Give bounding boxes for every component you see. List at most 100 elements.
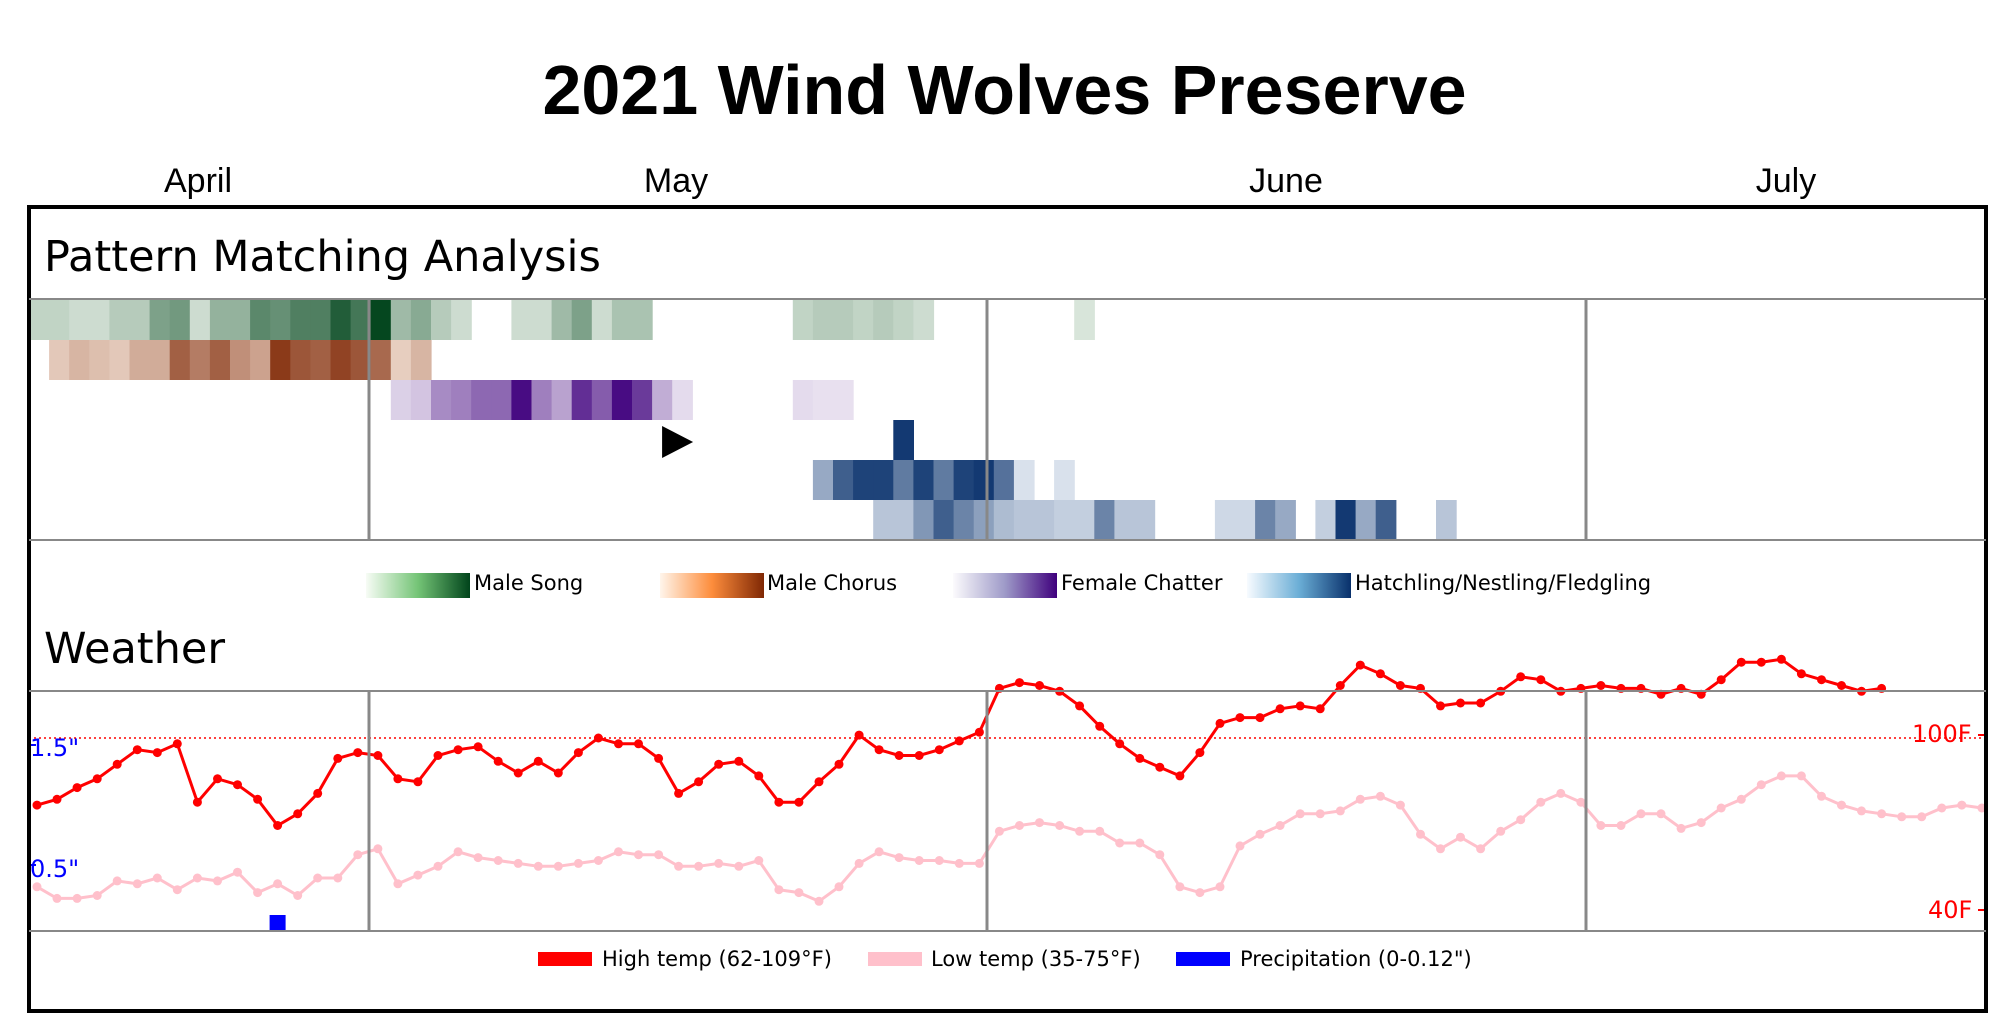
heatmap-cell: [591, 380, 613, 420]
high-temp-point: [1796, 669, 1806, 679]
low-temp-point: [393, 879, 403, 889]
low-temp-point: [92, 891, 102, 900]
heatmap-cell: [993, 500, 1015, 540]
heatmap-cell: [230, 340, 251, 380]
high-temp-point: [52, 794, 62, 804]
low-temp-point: [894, 853, 904, 863]
high-temp-point: [333, 753, 343, 763]
low-temp-point: [1817, 791, 1826, 801]
low-temp-point: [614, 847, 623, 857]
left-axis-label-high: 1.5": [30, 734, 80, 762]
heatmap-cell: [350, 300, 372, 340]
low-temp-point: [1055, 821, 1065, 830]
heatmap-cell: [1375, 500, 1397, 540]
low-temp-point: [253, 888, 263, 898]
low-temp-point: [1135, 838, 1145, 848]
high-temp-point: [894, 751, 904, 760]
low-temp-point: [1335, 806, 1345, 816]
heatmap-cell: [551, 380, 573, 420]
heatmap-cell: [410, 340, 432, 380]
heatmap-cell: [431, 300, 452, 340]
low-temp-point: [1456, 832, 1465, 842]
high-temp-point: [293, 809, 303, 819]
heatmap-cell: [933, 500, 955, 540]
low-temp-point: [1576, 797, 1586, 807]
heatmap-cell: [792, 380, 814, 420]
heatmap-cell: [49, 340, 70, 380]
high-temp-point: [573, 748, 583, 758]
heatmap-cell: [109, 300, 131, 340]
heatmap-cell: [129, 300, 151, 340]
heatmap-cell: [1315, 500, 1337, 540]
low-temp-point: [1937, 803, 1947, 813]
outer-frame: [27, 205, 1988, 1013]
high-temp-point: [192, 797, 202, 807]
heatmap-cell: [330, 300, 352, 340]
heatmap-cell: [571, 300, 593, 340]
heatmap-cell: [471, 380, 492, 420]
heatmap-cell: [853, 300, 874, 340]
high-temp-point: [674, 788, 684, 798]
pattern-heatmap: [29, 300, 1457, 540]
left-axis-label-low: 0.5": [30, 855, 80, 883]
high-temp-point: [152, 748, 162, 758]
heatmap-cell: [1335, 500, 1357, 540]
low-temp-point: [413, 870, 423, 880]
high-temp-point: [393, 774, 403, 784]
high-temp-point: [954, 736, 964, 746]
high-temp-point: [1355, 660, 1365, 670]
low-temp-point: [213, 876, 222, 886]
heatmap-cell: [893, 460, 914, 500]
low-temp-point: [1957, 800, 1967, 810]
high-temp-point: [1696, 689, 1706, 699]
high-temp-point: [1295, 701, 1305, 711]
low-temp-point: [1095, 826, 1105, 836]
high-temp-point: [413, 777, 423, 787]
low-temp-point: [453, 847, 463, 857]
heatmap-cell: [812, 380, 834, 420]
heatmap-cell: [933, 460, 955, 500]
heatmap-cell: [511, 380, 533, 420]
high-temp-point: [1837, 681, 1846, 690]
low-temp-point: [273, 879, 283, 889]
nesting-marker-triangle: [662, 426, 694, 458]
high-temp-point: [1756, 657, 1766, 667]
heatmap-cell: [1214, 500, 1236, 540]
heatmap-cell: [893, 500, 914, 540]
high-temp-point: [1075, 701, 1085, 711]
heatmap-cell: [491, 380, 512, 420]
high-temp-point: [854, 730, 864, 740]
low-temp-point: [814, 896, 824, 906]
high-temp-point: [1395, 681, 1405, 690]
low-temp-point: [1195, 888, 1205, 898]
low-temp-point: [192, 873, 202, 883]
heatmap-cell: [1114, 500, 1136, 540]
heatmap-cell: [1074, 500, 1095, 540]
legend-label-female-chatter: Female Chatter: [1061, 571, 1223, 595]
low-temp-point: [233, 867, 242, 877]
high-temp-point: [794, 797, 804, 807]
low-temp-point: [974, 858, 984, 868]
heatmap-cell: [109, 340, 131, 380]
low-temp-point: [1215, 882, 1225, 892]
low-temp-point: [1696, 818, 1706, 828]
high-temp-point: [533, 756, 543, 766]
heatmap-cell: [390, 380, 412, 420]
high-temp-point: [1456, 698, 1465, 708]
heatmap-cell: [1255, 500, 1276, 540]
low-temp-point: [1416, 829, 1425, 839]
heatmap-cell: [1054, 460, 1075, 500]
heatmap-cell: [913, 460, 935, 500]
high-temp-point: [132, 745, 142, 755]
low-temp-point: [1275, 821, 1285, 830]
heatmap-cell: [893, 420, 914, 460]
low-temp-point: [754, 856, 764, 865]
low-temp-point: [573, 858, 583, 868]
high-temp-point: [634, 739, 643, 749]
low-temp-point: [914, 856, 924, 865]
low-temp-point: [1756, 780, 1766, 790]
heatmap-cell: [49, 300, 70, 340]
heatmap-cell: [169, 300, 191, 340]
low-temp-point: [553, 861, 563, 871]
